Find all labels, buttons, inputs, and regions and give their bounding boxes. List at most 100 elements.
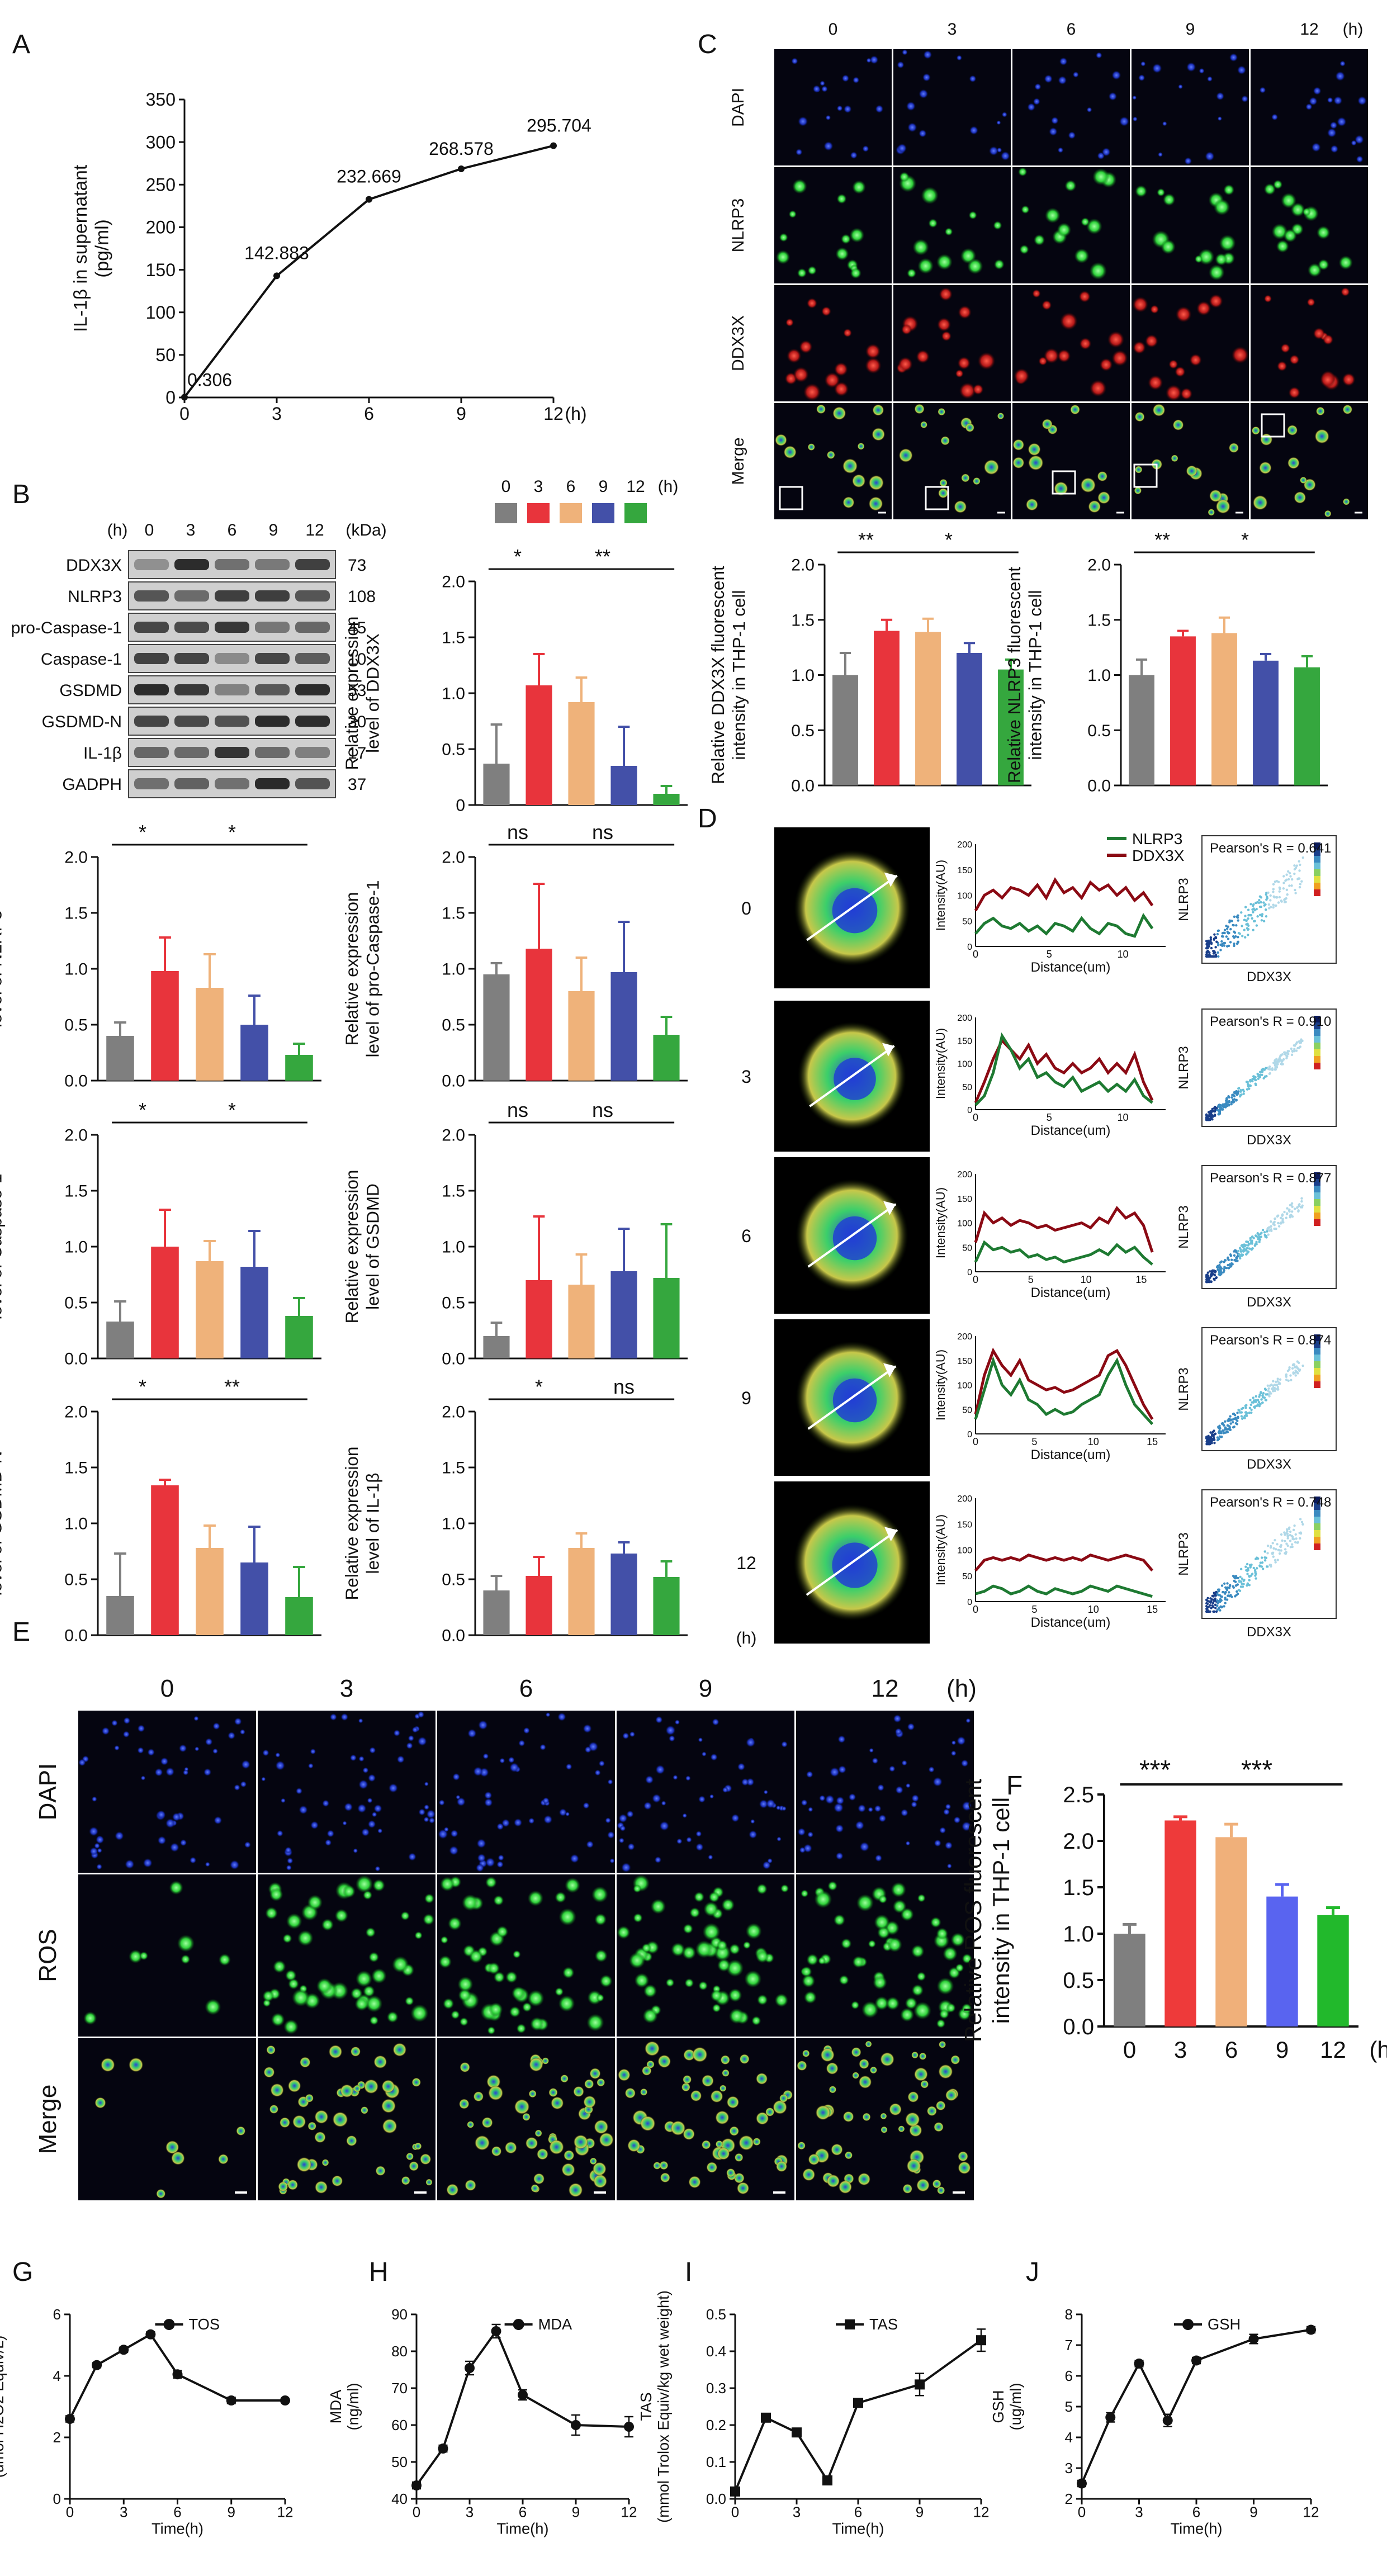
profile-y-tick: 200: [957, 1014, 972, 1023]
cell: [807, 443, 815, 451]
profile-y-tick: 0: [967, 1268, 972, 1277]
cell: [234, 1784, 240, 1791]
cell: [271, 2012, 285, 2027]
x-tick-label: 0: [179, 404, 190, 424]
cell: [934, 1839, 941, 1847]
scatter-point: [1209, 1276, 1211, 1279]
scatter-point: [1218, 1108, 1221, 1111]
cell: [937, 318, 952, 332]
scatter-point: [1211, 1602, 1215, 1604]
scatter-point: [1255, 907, 1258, 911]
scatter-point: [1210, 1598, 1213, 1601]
scatter-point: [1233, 1417, 1236, 1420]
cell: [661, 1801, 666, 1806]
y-axis-label: level of GSDMD: [363, 1183, 383, 1310]
profile-x-tick: 0: [973, 1112, 978, 1123]
cell: [799, 1846, 806, 1854]
scatter-point: [1296, 1541, 1299, 1544]
scatter-point: [1238, 1253, 1241, 1256]
cell: [527, 1990, 545, 2007]
scatter-point: [1275, 896, 1278, 899]
cell: [939, 2040, 946, 2048]
cell: [457, 1976, 474, 1992]
scatter-point: [1273, 1227, 1276, 1230]
scatter-point: [1262, 920, 1266, 923]
scatter-point: [1251, 908, 1254, 911]
cell: [694, 1891, 705, 1902]
scatter-point: [1255, 1240, 1258, 1244]
scatter-point: [1210, 1114, 1213, 1117]
cell: [1175, 306, 1192, 323]
cell: [956, 55, 962, 61]
scatter-point: [1216, 929, 1220, 932]
cell: [872, 404, 884, 416]
y-axis-label: intensity in THP-1 cell: [988, 1797, 1014, 2024]
cell: [456, 1797, 466, 1807]
cell: [920, 421, 928, 429]
legend-time-label: 9: [599, 477, 608, 496]
cell: [652, 1793, 661, 1803]
bar-12: [285, 1316, 313, 1358]
cell: [766, 1799, 775, 1808]
cell: [797, 1827, 806, 1836]
cell: [583, 1802, 590, 1809]
cell: [749, 1830, 758, 1839]
cell: [1289, 354, 1300, 365]
cell: [528, 2090, 537, 2098]
scatter-point: [1279, 1222, 1282, 1225]
colorbar-cell: [1314, 1381, 1320, 1388]
image-background: [796, 1711, 974, 1873]
scatter-point: [1259, 1073, 1262, 1076]
cell: [901, 324, 912, 335]
bar-0: [106, 1596, 134, 1635]
bar-0: [106, 1036, 134, 1081]
scatter-point: [1259, 1561, 1262, 1564]
colorbar-cell: [1314, 1355, 1320, 1361]
scatter-point: [1238, 932, 1241, 935]
profile-x-tick: 10: [1117, 949, 1128, 960]
cell: [865, 357, 882, 374]
cell: [169, 1843, 179, 1852]
cell: [665, 1725, 676, 1736]
cell: [868, 475, 884, 491]
cell: [1080, 477, 1096, 493]
cell: [836, 1796, 845, 1805]
wb-time-label: 0: [145, 521, 154, 539]
cell: [654, 1856, 662, 1863]
scatter-point: [1282, 875, 1285, 878]
scatter-point: [1267, 1068, 1271, 1071]
scatter-point: [1241, 935, 1244, 937]
cell: [796, 148, 803, 156]
cell: [169, 1881, 183, 1895]
scatter-point: [1287, 1053, 1290, 1055]
bar-9: [1253, 660, 1279, 785]
y-tick-label: 1.0: [1087, 666, 1111, 685]
cell-nucleus: [832, 1216, 877, 1261]
cell: [1101, 148, 1111, 157]
cell: [414, 2142, 422, 2150]
cell: [1186, 62, 1196, 72]
colorbar-cell: [1314, 1029, 1320, 1036]
scatter-point: [1265, 908, 1267, 911]
bar-6: [196, 1548, 224, 1635]
scatter-point: [1266, 896, 1268, 898]
scatter-point: [1211, 1433, 1214, 1436]
blot-band: [174, 622, 209, 633]
scatter-point: [1233, 1258, 1236, 1262]
legend-marker: [513, 2319, 524, 2330]
cell: [874, 1914, 890, 1930]
significance-label: ns: [592, 1098, 613, 1121]
cell: [229, 1860, 240, 1870]
cell: [1194, 255, 1203, 263]
scatter-point: [1235, 1090, 1238, 1093]
profile-x-tick: 5: [1047, 949, 1052, 960]
scatter-point: [1285, 873, 1288, 876]
scatter-point: [1252, 911, 1255, 914]
scatter-point: [1220, 1422, 1224, 1425]
scatter-point: [1245, 1404, 1248, 1407]
cell: [361, 1828, 370, 1837]
cell: [565, 1877, 580, 1893]
profile-x-tick: 10: [1088, 1604, 1099, 1615]
scatter-point: [1239, 1255, 1242, 1258]
scatter-point: [1277, 1225, 1281, 1228]
